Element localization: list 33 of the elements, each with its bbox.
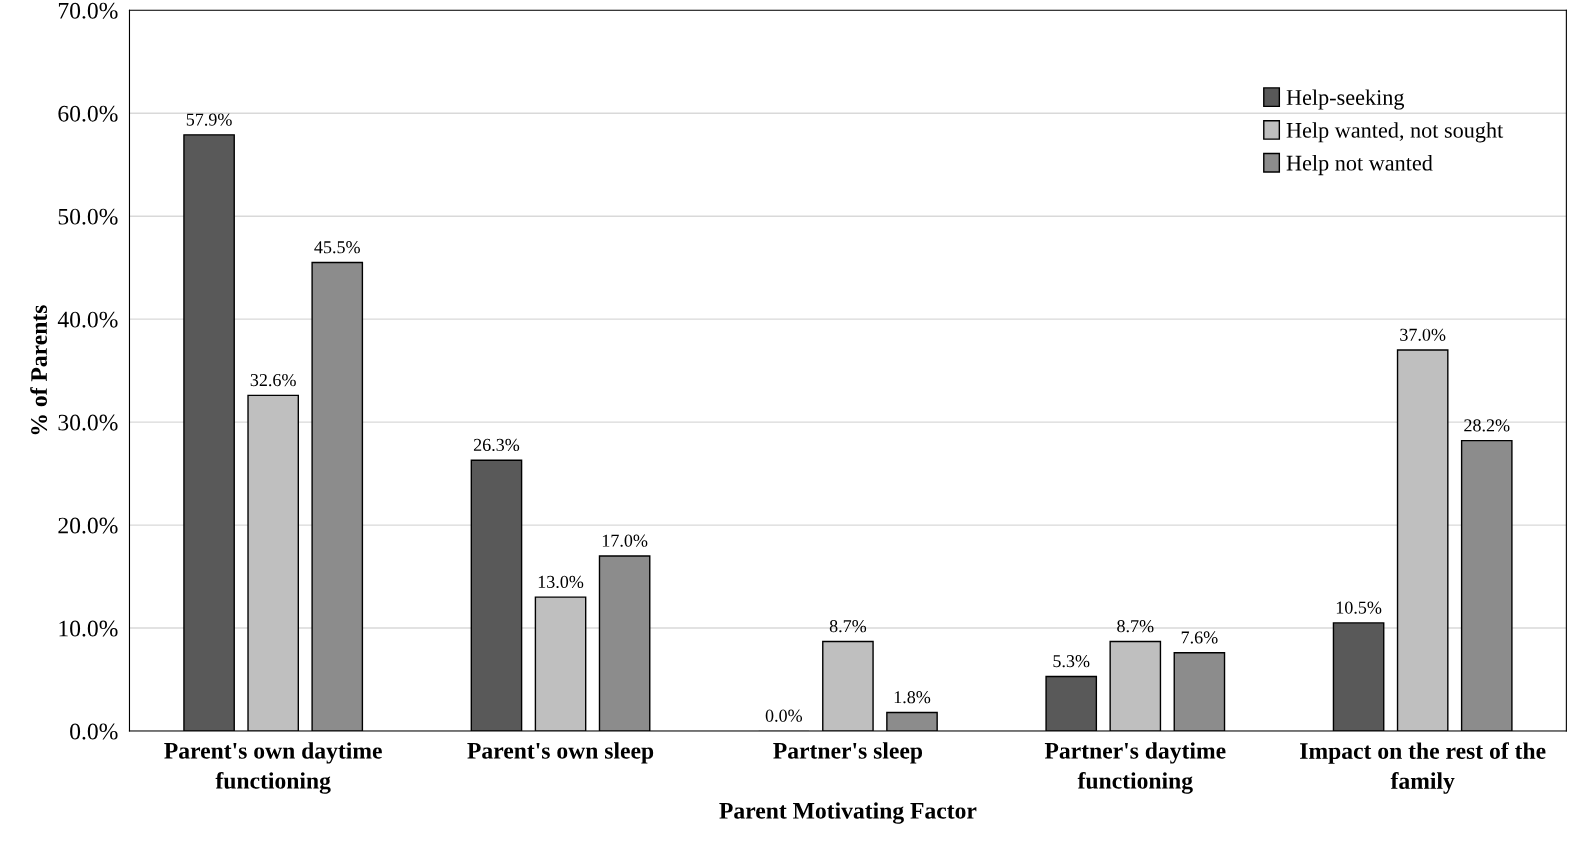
data-label: 8.7% [1117, 620, 1154, 633]
data-label: 10.5% [1336, 601, 1382, 614]
x-axis-title: Parent Motivating Factor [719, 802, 977, 824]
legend-label: Help wanted, not sought [1286, 122, 1504, 143]
data-label: 7.6% [1181, 631, 1218, 644]
x-tick-label: Partner's sleep [773, 742, 923, 764]
y-tick-label: 50.0% [58, 208, 118, 225]
y-tick-label: 70.0% [58, 2, 118, 19]
data-label: 26.3% [473, 438, 520, 452]
data-label: 1.8% [894, 691, 931, 704]
y-tick-label: 30.0% [58, 414, 118, 431]
data-label: 0.0% [765, 709, 803, 722]
y-tick-label: 0.0% [70, 723, 118, 740]
y-tick-label: 10.0% [59, 620, 118, 637]
data-label: 8.7% [829, 620, 867, 633]
data-label: 13.0% [538, 575, 584, 589]
data-label: 45.5% [314, 241, 360, 254]
legend-label: Help-seeking [1286, 89, 1405, 110]
data-label: 28.2% [1464, 419, 1510, 432]
y-axis-title: % of Parents [30, 305, 48, 435]
data-label: 57.9% [186, 113, 232, 126]
x-tick-label: Parent's own daytime functioning [164, 742, 382, 794]
y-tick-label: 20.0% [58, 517, 118, 534]
y-tick-label: 40.0% [57, 311, 118, 328]
x-tick-label: Parent's own sleep [467, 742, 654, 764]
x-tick-label: Impact on the rest of the family [1300, 742, 1546, 794]
data-label: 5.3% [1053, 655, 1090, 668]
x-tick-label: Partner's daytime functioning [1044, 742, 1226, 794]
data-label: 37.0% [1400, 328, 1446, 341]
y-tick-label: 60.0% [58, 105, 118, 122]
legend-label: Help not wanted [1286, 154, 1433, 176]
data-label: 32.6% [250, 373, 296, 387]
data-label: 17.0% [602, 534, 648, 547]
